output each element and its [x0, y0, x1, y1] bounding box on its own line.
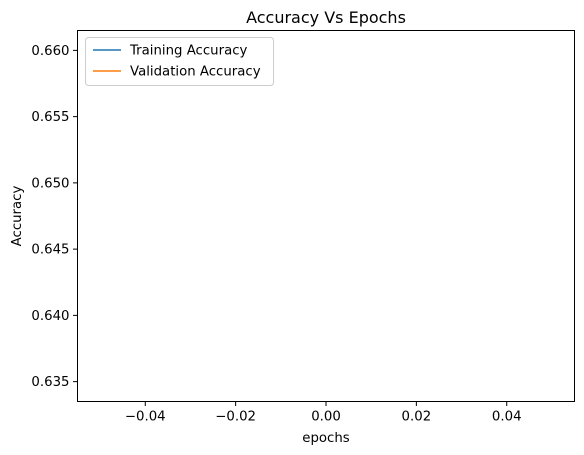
y-axis-label: Accuracy — [10, 186, 25, 247]
y-tick-label: 0.650 — [31, 176, 69, 191]
y-tick-label: 0.655 — [31, 110, 69, 125]
legend-label: Training Accuracy — [129, 44, 248, 59]
y-axis-ticks: 0.635 0.640 0.645 0.650 0.655 0.660 — [31, 44, 78, 390]
legend-entries: Training Accuracy Validation Accuracy — [93, 44, 261, 80]
x-tick-label: −0.02 — [215, 410, 256, 425]
legend: Training Accuracy Validation Accuracy — [85, 37, 274, 86]
x-tick-label: −0.04 — [125, 410, 166, 425]
x-tick-label: 0.00 — [311, 410, 341, 425]
chart-title: Accuracy Vs Epochs — [246, 8, 406, 27]
x-tick-label: 0.02 — [402, 410, 432, 425]
x-axis-ticks: −0.04 −0.02 0.00 0.02 0.04 — [125, 401, 522, 425]
x-tick-label: 0.04 — [492, 410, 522, 425]
x-axis-label: epochs — [302, 431, 349, 446]
y-tick-label: 0.660 — [31, 44, 69, 59]
legend-label: Validation Accuracy — [130, 65, 261, 80]
y-tick-label: 0.645 — [31, 243, 69, 258]
y-tick-label: 0.635 — [31, 375, 69, 390]
y-tick-label: 0.640 — [31, 309, 69, 324]
legend-box — [85, 37, 274, 86]
